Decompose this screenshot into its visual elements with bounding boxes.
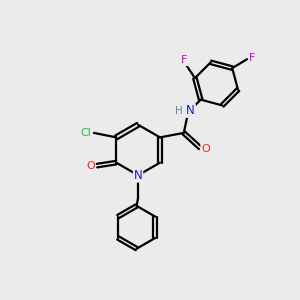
Text: Cl: Cl (80, 128, 91, 138)
Text: F: F (181, 55, 188, 65)
Text: F: F (249, 53, 256, 63)
Text: O: O (86, 160, 95, 171)
Text: O: O (201, 144, 210, 154)
Text: N: N (134, 169, 142, 182)
Text: H: H (176, 106, 183, 116)
Text: N: N (186, 104, 195, 117)
